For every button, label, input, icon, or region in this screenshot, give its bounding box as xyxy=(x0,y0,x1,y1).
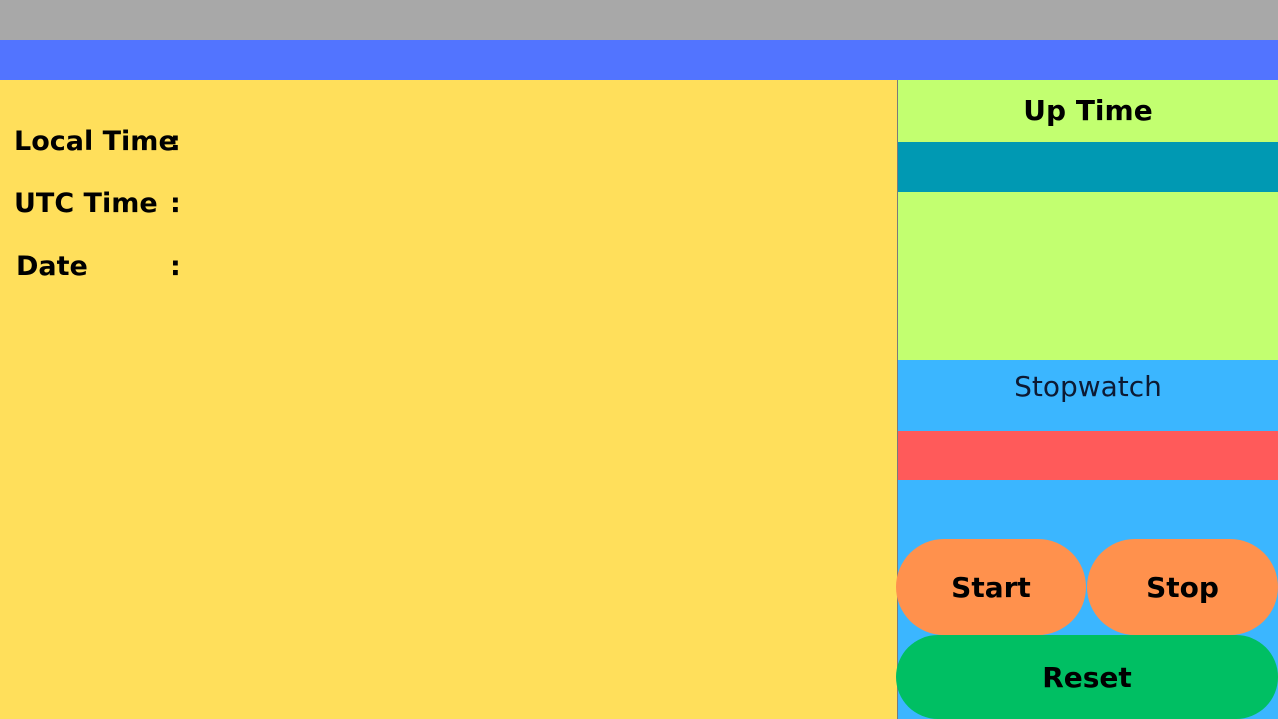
stopwatch-panel: Stopwatch Start Stop Reset xyxy=(896,360,1278,719)
start-button[interactable]: Start xyxy=(896,539,1086,635)
local-time-label: Local Time xyxy=(14,126,177,157)
header-bar xyxy=(0,40,1278,80)
stopwatch-title: Stopwatch xyxy=(1014,370,1162,403)
utc-time-separator: : xyxy=(170,188,181,219)
stopwatch-display xyxy=(898,431,1278,480)
date-separator: : xyxy=(170,251,181,282)
top-title-bar xyxy=(0,0,1278,40)
stop-button[interactable]: Stop xyxy=(1087,539,1278,635)
local-time-row: Local Time : xyxy=(0,122,897,162)
reset-button[interactable]: Reset xyxy=(896,635,1278,719)
utc-time-label: UTC Time xyxy=(14,188,158,219)
utc-time-row: UTC Time : xyxy=(0,184,897,224)
local-time-separator: : xyxy=(170,126,181,157)
date-row: Date : xyxy=(0,247,897,287)
date-label: Date xyxy=(16,251,88,282)
uptime-title: Up Time xyxy=(898,80,1278,142)
panel-divider xyxy=(897,80,898,719)
uptime-panel xyxy=(898,192,1278,360)
uptime-display xyxy=(898,142,1278,192)
clock-panel: Local Time : UTC Time : Date : xyxy=(0,80,897,719)
